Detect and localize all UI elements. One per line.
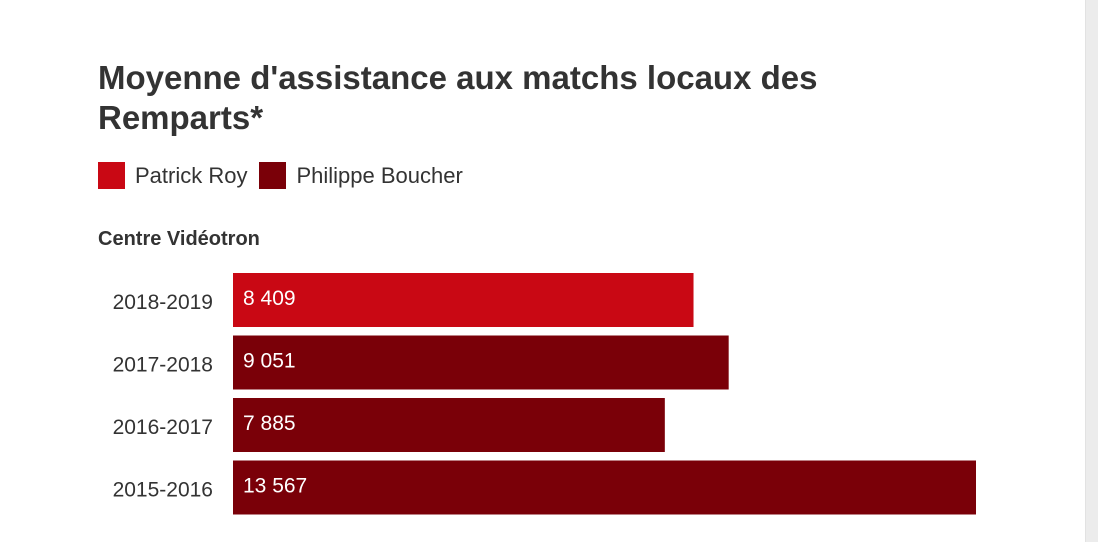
category-label-2015-2016: 2015-2016 xyxy=(113,479,213,502)
legend-item-philippe-boucher: Philippe Boucher xyxy=(259,162,463,189)
bar-2017-2018 xyxy=(233,335,729,390)
category-label-2018-2019: 2018-2019 xyxy=(113,291,213,314)
bar-2018-2019 xyxy=(233,273,694,327)
legend-swatch-philippe-boucher xyxy=(259,162,287,189)
chart-legend: Patrick Roy Philippe Boucher xyxy=(98,162,475,189)
legend-swatch-patrick-roy xyxy=(98,162,125,189)
category-label-2017-2018: 2017-2018 xyxy=(113,354,213,377)
legend-label-patrick-roy: Patrick Roy xyxy=(135,162,248,188)
legend-label-philippe-boucher: Philippe Boucher xyxy=(296,162,463,188)
bar-2015-2016 xyxy=(233,460,976,515)
scrollbar-track[interactable] xyxy=(1085,0,1098,542)
bar-2016-2017 xyxy=(233,398,665,452)
bar-value-label-2018-2019: 8 409 xyxy=(243,287,296,310)
chart-title: Moyenne d'assistance aux matchs locaux d… xyxy=(98,59,818,136)
bar-value-label-2016-2017: 7 885 xyxy=(243,412,296,435)
legend-item-patrick-roy: Patrick Roy xyxy=(98,162,247,189)
venue-label: Centre Vidéotron xyxy=(98,228,260,250)
bar-value-label-2015-2016: 13 567 xyxy=(243,475,307,498)
category-label-2016-2017: 2016-2017 xyxy=(113,416,213,439)
bar-value-label-2017-2018: 9 051 xyxy=(243,350,296,373)
